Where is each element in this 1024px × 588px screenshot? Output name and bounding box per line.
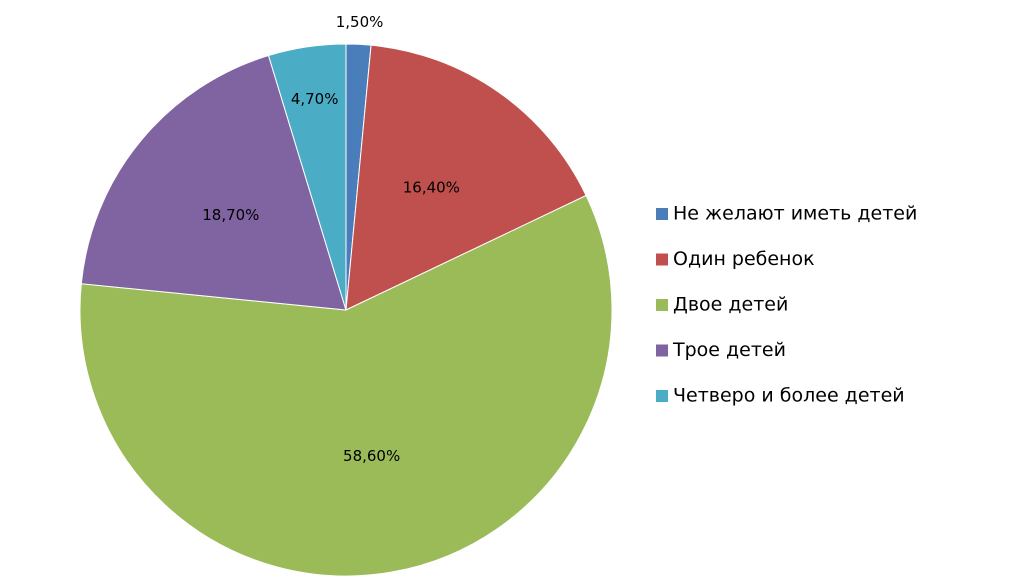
data-label: 18,70% xyxy=(202,206,259,224)
data-label: 58,60% xyxy=(343,447,400,465)
pie-slice xyxy=(345,44,587,311)
pie-slice xyxy=(79,194,613,577)
pie-slice xyxy=(267,43,347,311)
legend-swatch xyxy=(656,344,668,357)
data-label: 1,50% xyxy=(336,13,384,31)
legend-swatch xyxy=(656,299,668,311)
data-label: 4,70% xyxy=(291,90,339,108)
legend-label: Один ребенок xyxy=(673,248,815,270)
legend-swatch xyxy=(656,253,668,266)
pie-slice xyxy=(80,54,347,311)
legend-label: Двое детей xyxy=(673,294,788,316)
legend-label: Трое детей xyxy=(672,339,786,361)
data-label: 16,40% xyxy=(403,178,460,196)
legend-swatch xyxy=(656,208,668,220)
legend-label: Четверо и более детей xyxy=(673,385,905,407)
legend-swatch xyxy=(656,390,668,402)
legend-label: Не желают иметь детей xyxy=(673,203,917,225)
